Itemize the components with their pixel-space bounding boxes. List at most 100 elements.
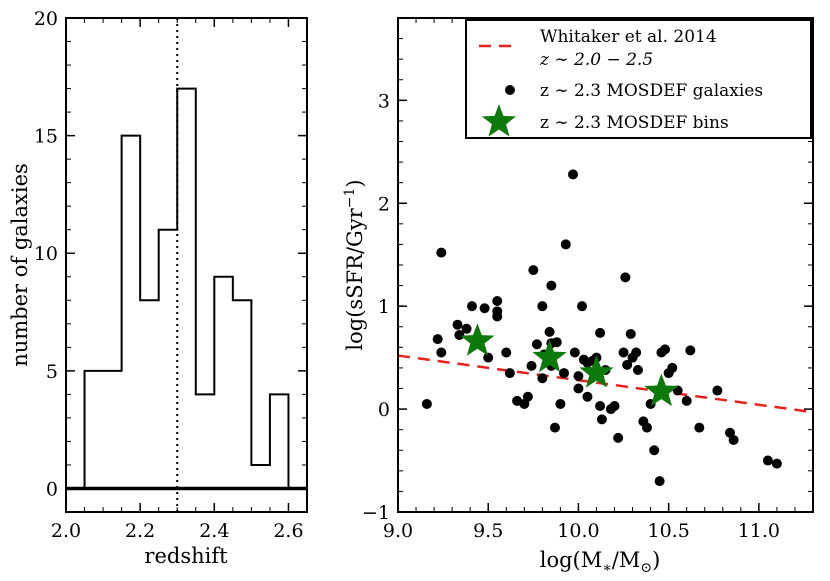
histogram-y-tick-label: 0 xyxy=(46,478,58,500)
galaxy-point xyxy=(595,400,606,411)
galaxy-point xyxy=(479,303,490,314)
galaxy-point xyxy=(660,344,671,355)
histogram-y-tick-label: 20 xyxy=(34,8,58,30)
histogram-x-tick-label: 2.0 xyxy=(51,520,81,542)
histogram-bar xyxy=(159,230,178,489)
galaxy-point xyxy=(577,301,588,312)
histogram-y-tick-label: 15 xyxy=(34,126,58,148)
galaxy-point xyxy=(483,352,494,363)
scatter-panel: 9.0 9.5 10.0 10.5 11.0 −1 0 1 2 3 log(M∗/M⊙) log(… xyxy=(342,17,814,576)
galaxy-point xyxy=(546,280,557,291)
galaxy-point xyxy=(560,239,571,250)
scatter-x-tick-label: 10.5 xyxy=(647,520,689,542)
galaxy-point xyxy=(642,422,652,433)
histogram-bar xyxy=(270,394,289,488)
histogram-x-tick-label: 2.4 xyxy=(199,520,229,542)
histogram-bar xyxy=(177,89,196,489)
galaxy-point xyxy=(492,296,503,307)
galaxy-point xyxy=(432,334,443,345)
legend-entry-galaxies: z ∼ 2.3 MOSDEF galaxies xyxy=(540,81,763,101)
galaxy-point xyxy=(461,323,472,334)
histogram-x-label: redshift xyxy=(144,544,228,568)
galaxy-point xyxy=(595,327,606,338)
galaxy-point xyxy=(544,326,555,337)
galaxy-point xyxy=(632,364,643,375)
histogram-bar xyxy=(233,300,252,488)
galaxy-point xyxy=(609,400,620,411)
histogram-x-tick-label: 2.6 xyxy=(273,520,303,542)
bin-star xyxy=(579,355,614,388)
bin-star xyxy=(644,373,679,407)
galaxy-point xyxy=(771,458,782,469)
galaxy-point xyxy=(421,398,432,409)
histogram-bar xyxy=(140,300,159,488)
histogram-panel: 2.0 2.2 2.4 2.6 0 5 10 15 20 redshift number of … xyxy=(8,8,308,568)
galaxy-point xyxy=(582,391,593,402)
galaxy-point xyxy=(454,329,465,340)
scatter-y-tick-label: 0 xyxy=(378,399,390,421)
scatter-x-tick-label: 9.5 xyxy=(473,520,503,542)
histogram-y-tick-label: 10 xyxy=(34,243,58,265)
galaxy-point xyxy=(531,339,542,350)
galaxy-point xyxy=(728,434,739,445)
galaxy-point xyxy=(625,328,636,339)
scatter-y-tick-label: 2 xyxy=(378,193,390,215)
scatter-y-tick-label: 1 xyxy=(378,296,390,318)
histogram-y-label: number of galaxies xyxy=(8,163,32,367)
galaxy-point xyxy=(631,347,642,358)
scatter-y-label: log(sSFR/Gyr−1) xyxy=(342,179,367,350)
galaxy-point xyxy=(568,169,579,180)
galaxy-point xyxy=(537,373,548,384)
galaxy-point xyxy=(622,359,633,370)
scatter-x-label: log(M∗/M⊙) xyxy=(540,548,661,576)
histogram-bar xyxy=(251,465,270,489)
galaxy-point xyxy=(528,265,539,276)
galaxy-point xyxy=(667,362,678,373)
histogram-ticks: 2.0 2.2 2.4 2.6 0 5 10 15 20 xyxy=(34,8,308,542)
bin-star xyxy=(460,323,495,356)
galaxy-point xyxy=(654,476,665,487)
galaxy-point xyxy=(549,422,560,433)
galaxy-point xyxy=(559,368,569,379)
histogram-frame xyxy=(65,17,308,513)
histogram-bar xyxy=(85,371,122,489)
legend-entry-whitaker-line1: Whitaker et al. 2014 xyxy=(540,27,717,47)
galaxy-point xyxy=(436,347,447,358)
galaxy-point xyxy=(762,455,773,466)
histogram-bar xyxy=(196,394,215,488)
galaxy-point xyxy=(466,301,477,312)
galaxy-point xyxy=(452,319,463,330)
bin-star xyxy=(532,339,567,373)
galaxy-point xyxy=(504,368,515,379)
galaxy-point xyxy=(526,360,537,371)
histogram-x-tick-label: 2.2 xyxy=(125,520,155,542)
galaxy-point xyxy=(712,385,723,396)
galaxy-point xyxy=(522,391,533,402)
galaxy-point xyxy=(501,347,512,358)
galaxy-point xyxy=(573,371,584,382)
galaxy-point xyxy=(555,398,566,409)
scatter-plot-area xyxy=(397,169,814,487)
galaxy-point xyxy=(618,347,629,358)
galaxy-point xyxy=(596,414,607,425)
legend-box xyxy=(465,19,812,139)
legend-dot-swatch xyxy=(505,85,515,95)
legend-entry-bins: z ∼ 2.3 MOSDEF bins xyxy=(540,113,729,133)
galaxy-point xyxy=(685,345,696,356)
legend-star-swatch xyxy=(481,104,517,137)
galaxy-point xyxy=(551,337,562,348)
histogram-bar xyxy=(214,277,233,489)
legend-entry-whitaker-line2: z ∼ 2.0 − 2.5 xyxy=(539,50,653,70)
scatter-x-tick-label: 10.0 xyxy=(557,520,599,542)
galaxy-point xyxy=(436,247,447,258)
galaxy-point xyxy=(649,445,660,456)
histogram-y-tick-label: 5 xyxy=(46,361,58,383)
galaxy-point xyxy=(613,432,624,443)
galaxy-point xyxy=(492,311,503,322)
galaxy-point xyxy=(537,301,548,312)
histogram-plot-area xyxy=(66,18,307,512)
legend: Whitaker et al. 2014 z ∼ 2.0 − 2.5 z ∼ 2… xyxy=(465,19,812,139)
galaxy-point xyxy=(694,422,705,433)
galaxy-point xyxy=(681,395,692,406)
